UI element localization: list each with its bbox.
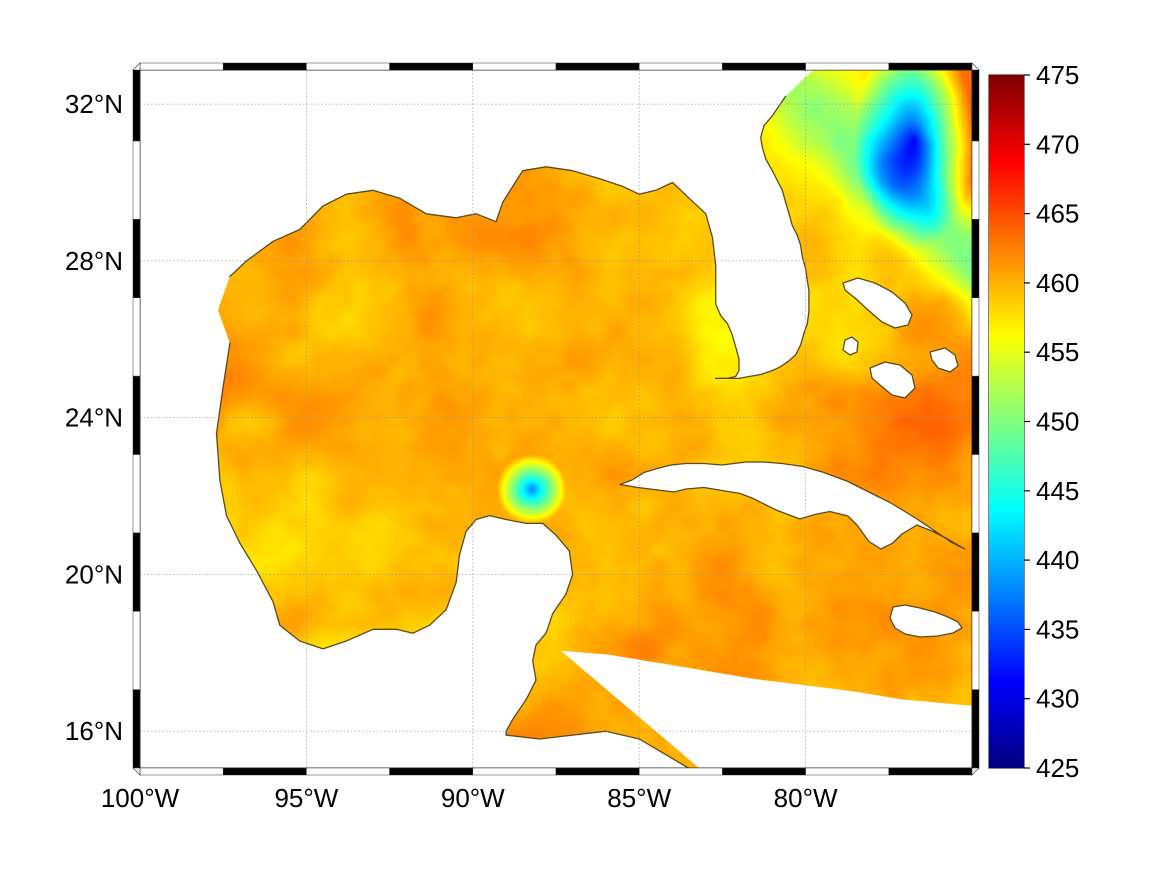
svg-text:460: 460 bbox=[1036, 268, 1079, 298]
svg-text:435: 435 bbox=[1036, 614, 1079, 644]
svg-text:95°W: 95°W bbox=[274, 783, 338, 813]
svg-text:20°N: 20°N bbox=[65, 559, 123, 589]
svg-text:100°W: 100°W bbox=[101, 783, 180, 813]
svg-text:470: 470 bbox=[1036, 129, 1079, 159]
svg-text:90°W: 90°W bbox=[441, 783, 505, 813]
svg-text:24°N: 24°N bbox=[65, 403, 123, 433]
svg-text:445: 445 bbox=[1036, 476, 1079, 506]
svg-text:425: 425 bbox=[1036, 753, 1079, 783]
svg-text:80°W: 80°W bbox=[774, 783, 838, 813]
svg-text:440: 440 bbox=[1036, 545, 1079, 575]
svg-text:455: 455 bbox=[1036, 337, 1079, 367]
svg-text:16°N: 16°N bbox=[65, 716, 123, 746]
svg-text:450: 450 bbox=[1036, 407, 1079, 437]
svg-text:85°W: 85°W bbox=[607, 783, 671, 813]
svg-text:465: 465 bbox=[1036, 199, 1079, 229]
svg-text:430: 430 bbox=[1036, 684, 1079, 714]
svg-text:32°N: 32°N bbox=[65, 89, 123, 119]
svg-text:475: 475 bbox=[1036, 60, 1079, 90]
svg-text:28°N: 28°N bbox=[65, 246, 123, 276]
